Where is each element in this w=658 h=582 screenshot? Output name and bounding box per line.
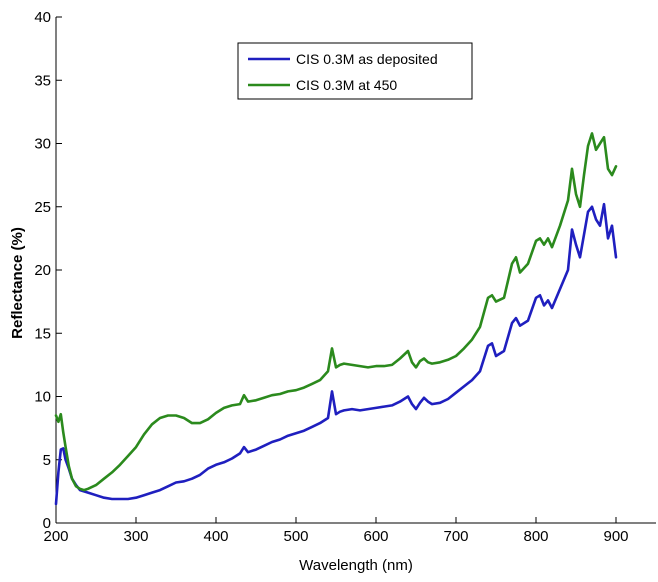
legend-label-as-deposited: CIS 0.3M as deposited <box>296 51 438 67</box>
x-tick-label: 400 <box>203 528 228 545</box>
y-tick-label: 10 <box>34 389 51 406</box>
series-layer <box>54 132 618 506</box>
y-tick-label: 20 <box>34 262 51 279</box>
y-tick-label: 15 <box>34 325 51 342</box>
y-tick-label: 25 <box>34 199 51 216</box>
x-tick-label: 900 <box>603 528 628 545</box>
series-line-at-450 <box>54 132 618 492</box>
x-axis-title: Wavelength (nm) <box>299 557 413 574</box>
x-tick-label: 800 <box>523 528 548 545</box>
legend: CIS 0.3M as deposited CIS 0.3M at 450 <box>237 42 473 100</box>
series-line-as-deposited <box>54 202 618 506</box>
x-tick-label: 500 <box>283 528 308 545</box>
legend-box <box>237 42 473 100</box>
x-tick-label: 200 <box>43 528 68 545</box>
x-tick-label: 700 <box>443 528 468 545</box>
axes: 200 300 400 500 600 700 800 900 0 5 10 15 20 25 30 35 40 <box>34 9 656 545</box>
y-tick-label: 40 <box>34 9 51 26</box>
y-tick-label: 5 <box>43 452 51 469</box>
y-tick-label: 0 <box>43 515 51 532</box>
x-tick-label: 300 <box>123 528 148 545</box>
x-tick-label: 600 <box>363 528 388 545</box>
y-axis-title: Reflectance (%) <box>9 227 26 339</box>
y-tick-label: 35 <box>34 72 51 89</box>
y-tick-label: 30 <box>34 136 51 153</box>
legend-label-at-450: CIS 0.3M at 450 <box>296 77 397 93</box>
